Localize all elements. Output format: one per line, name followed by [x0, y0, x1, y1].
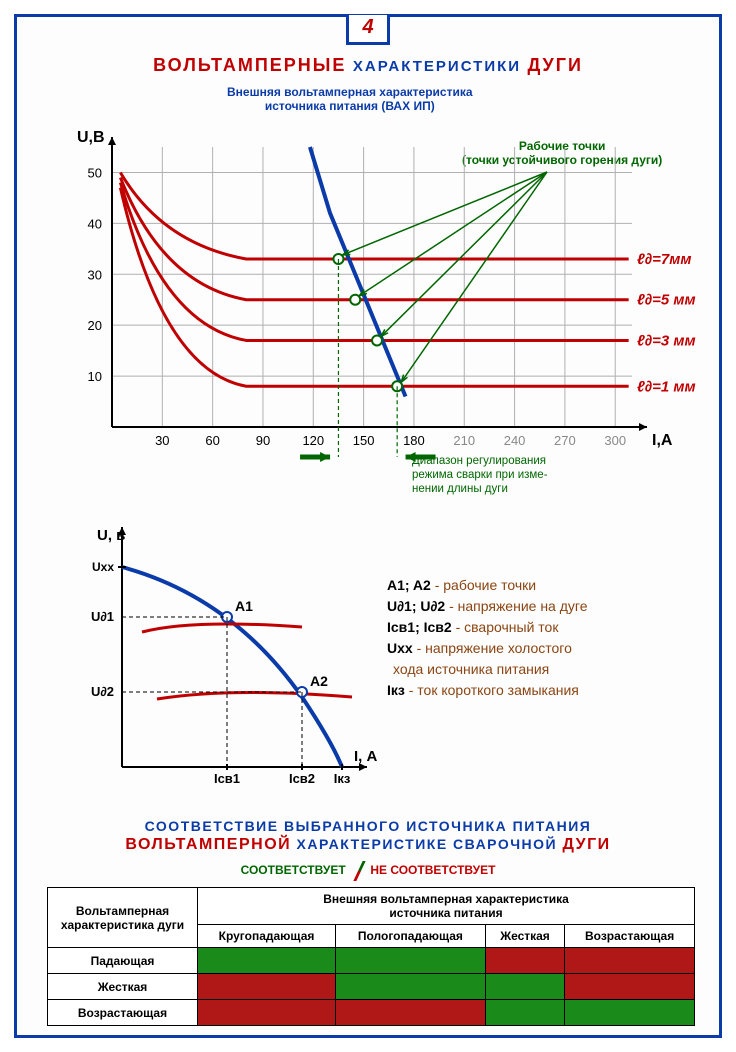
compat-cell — [336, 974, 486, 1000]
row-header: Падающая — [48, 948, 198, 974]
svg-text:Iкз: Iкз — [334, 771, 351, 786]
compat-cell — [485, 948, 564, 974]
compat-cell — [565, 974, 695, 1000]
compat-cell — [565, 1000, 695, 1026]
svg-text:270: 270 — [554, 433, 576, 448]
col-header-title: Внешняя вольтамперная характеристика ист… — [198, 888, 695, 925]
svg-text:ℓ∂=5 мм: ℓ∂=5 мм — [637, 292, 696, 309]
row-header: Возрастающая — [48, 1000, 198, 1026]
compat-cell — [198, 948, 336, 974]
svg-text:210: 210 — [453, 433, 475, 448]
compat-cell — [336, 1000, 486, 1026]
svg-text:U,В: U,В — [77, 129, 105, 146]
svg-text:ℓ∂=7мм: ℓ∂=7мм — [637, 251, 691, 268]
svg-text:300: 300 — [604, 433, 626, 448]
svg-text:30: 30 — [155, 433, 169, 448]
svg-text:150: 150 — [353, 433, 375, 448]
compat-cell — [485, 1000, 564, 1026]
svg-text:50: 50 — [88, 165, 102, 180]
page-number-badge: 4 — [346, 15, 390, 45]
range-caption: Диапазон регулирования режима сварки при… — [412, 455, 548, 496]
svg-text:A1: A1 — [235, 598, 253, 614]
title-part-3: ДУГИ — [528, 55, 583, 75]
svg-text:90: 90 — [256, 433, 270, 448]
svg-text:20: 20 — [88, 318, 102, 333]
svg-text:ℓ∂=1 мм: ℓ∂=1 мм — [637, 378, 696, 395]
svg-text:240: 240 — [504, 433, 526, 448]
svg-text:40: 40 — [88, 216, 102, 231]
title-part-1: ВОЛЬТАМПЕРНЫЕ — [153, 55, 346, 75]
col-header: Кругопадающая — [198, 925, 336, 948]
col-header: Возрастающая — [565, 925, 695, 948]
svg-text:60: 60 — [205, 433, 219, 448]
svg-text:U∂1: U∂1 — [91, 609, 114, 624]
title-part-2: ХАРАКТЕРИСТИКИ — [353, 58, 521, 75]
chart1-svg: 30 60 90 120 150 180 210 240 270 300 10 20 30 40 50 U,В… — [57, 117, 707, 477]
svg-text:Uxx: Uxx — [92, 560, 114, 574]
page-frame: 4 ВОЛЬТАМПЕРНЫЕ ХАРАКТЕРИСТИКИ ДУГИ Внеш… — [14, 14, 722, 1038]
svg-text:10: 10 — [88, 369, 102, 384]
col-header: Пологопадающая — [336, 925, 486, 948]
chart2-svg: U, в I, А A1 A2 Uxx U∂1 U∂2 Iсв1 Iсв2 Iкз — [72, 507, 382, 807]
svg-text:ℓ∂=3 мм: ℓ∂=3 мм — [637, 332, 696, 349]
compat-cell — [485, 974, 564, 1000]
svg-text:120: 120 — [302, 433, 324, 448]
svg-text:I, А: I, А — [354, 748, 378, 765]
section2-title: СООТВЕТСТВИЕ ВЫБРАННОГО ИСТОЧНИКА ПИТАНИ… — [17, 817, 719, 856]
svg-text:30: 30 — [88, 267, 102, 282]
chart2-legend: A1; A2 - рабочие точки U∂1; U∂2 - напряж… — [387, 575, 587, 701]
main-title: ВОЛЬТАМПЕРНЫЕ ХАРАКТЕРИСТИКИ ДУГИ — [17, 55, 719, 76]
svg-text:A2: A2 — [310, 673, 328, 689]
svg-text:U∂2: U∂2 — [91, 684, 114, 699]
compat-cell — [198, 974, 336, 1000]
svg-text:Iсв1: Iсв1 — [214, 771, 240, 786]
compat-cell — [336, 948, 486, 974]
svg-text:U, в: U, в — [97, 527, 125, 544]
compat-cell — [565, 948, 695, 974]
match-legend: СООТВЕТСТВУЕТ НЕ СООТВЕТСТВУЕТ — [17, 861, 719, 881]
row-header-title: Вольтамперная характеристика дуги — [48, 888, 198, 948]
row-header: Жесткая — [48, 974, 198, 1000]
svg-text:I,А: I,А — [652, 432, 673, 449]
col-header: Жесткая — [485, 925, 564, 948]
slash-icon — [351, 861, 365, 881]
chart1-caption: Внешняя вольтамперная характеристика ист… — [227, 85, 473, 114]
svg-text:180: 180 — [403, 433, 425, 448]
compat-cell — [198, 1000, 336, 1026]
compat-table: Вольтамперная характеристика дуги Внешня… — [47, 887, 695, 1026]
svg-text:Iсв2: Iсв2 — [289, 771, 315, 786]
